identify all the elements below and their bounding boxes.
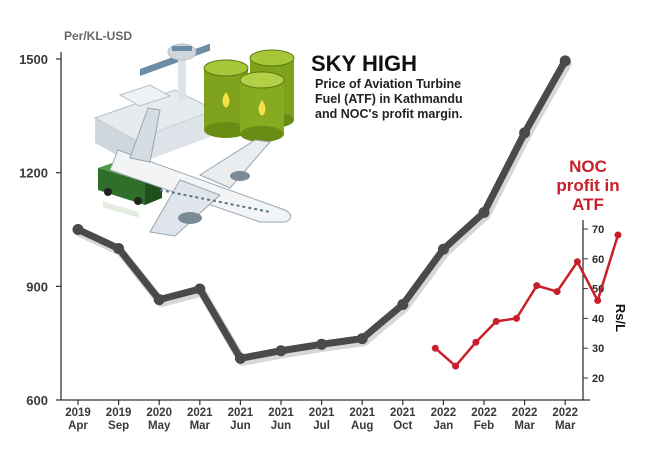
price-point xyxy=(194,283,206,295)
x-tick-year: 2022 xyxy=(471,407,497,419)
price-point xyxy=(559,55,571,67)
aviation-illustration-icon xyxy=(93,43,295,237)
x-tick-month: Jul xyxy=(313,420,330,432)
x-tick-year: 2021 xyxy=(349,407,375,419)
price-point xyxy=(437,243,449,255)
x-tick-month: Mar xyxy=(555,420,576,432)
noc-profit-point xyxy=(553,288,561,296)
price-series xyxy=(72,55,572,366)
x-tick-month: Mar xyxy=(190,420,211,432)
secondary-tick-label: 60 xyxy=(592,254,604,266)
x-tick-month: Jun xyxy=(271,420,291,432)
x-tick-year: 2020 xyxy=(146,407,172,419)
secondary-tick-label: 30 xyxy=(592,343,604,355)
noc-profit-point xyxy=(614,231,622,239)
x-tick-year: 2022 xyxy=(512,407,538,419)
price-point xyxy=(153,294,165,306)
x-tick-year: 2019 xyxy=(106,407,132,419)
secondary-tick-label: 40 xyxy=(592,313,604,325)
noc-profit-point xyxy=(492,317,500,325)
fuel-barrels-icon xyxy=(203,49,295,142)
x-tick-month: Aug xyxy=(351,420,373,432)
x-tick-month: Mar xyxy=(514,420,535,432)
x-tick-year: 2022 xyxy=(552,407,578,419)
x-tick-month: Oct xyxy=(393,420,412,432)
secondary-axis-label: Rs/L xyxy=(613,304,628,332)
price-point xyxy=(316,338,328,350)
noc-profit-point xyxy=(512,314,520,322)
x-tick-year: 2021 xyxy=(309,407,335,419)
noc-annotation-line-1: NOC xyxy=(569,157,607,176)
x-tick-month: Sep xyxy=(108,420,129,432)
noc-profit-point xyxy=(472,338,480,346)
price-point xyxy=(275,345,287,357)
price-point xyxy=(478,206,490,218)
noc-annotation-line-2: profit in xyxy=(556,176,619,195)
price-point xyxy=(72,224,84,235)
noc-profit-point xyxy=(594,297,602,305)
y-tick-label: 1500 xyxy=(19,52,48,67)
price-point xyxy=(397,299,409,311)
x-tick-year: 2021 xyxy=(268,407,294,419)
x-tick-year: 2021 xyxy=(390,407,416,419)
price-point xyxy=(113,242,125,254)
x-tick-labels: 2019Apr2019Sep2020May2021Mar2021Jun2021J… xyxy=(65,400,578,432)
noc-profit-point xyxy=(573,258,581,266)
x-tick-year: 2021 xyxy=(187,407,213,419)
chart-subtitle-line-3: and NOC's profit margin. xyxy=(315,107,462,121)
chart-subtitle-line-1: Price of Aviation Turbine xyxy=(315,77,461,91)
x-tick-year: 2022 xyxy=(431,407,457,419)
x-tick-year: 2021 xyxy=(228,407,254,419)
x-tick-month: Apr xyxy=(68,420,88,432)
secondary-tick-label: 70 xyxy=(592,224,604,236)
chart-subtitle-line-2: Fuel (ATF) in Kathmandu xyxy=(315,92,463,106)
noc-profit-point xyxy=(452,362,460,370)
y-tick-label: 1200 xyxy=(19,166,48,181)
noc-profit-point xyxy=(431,344,439,352)
price-point xyxy=(356,333,368,345)
airport-terminal-icon xyxy=(93,43,217,165)
noc-profit-point xyxy=(533,282,541,290)
secondary-tick-label: 20 xyxy=(592,373,604,385)
noc-annotation-line-3: ATF xyxy=(572,195,604,214)
chart-title: SKY HIGH xyxy=(311,51,417,76)
noc-series xyxy=(431,231,622,370)
x-tick-year: 2019 xyxy=(65,407,91,419)
y-axis-label: Per/KL-USD xyxy=(64,29,132,43)
x-tick-month: Feb xyxy=(474,420,494,432)
x-tick-month: Jan xyxy=(433,420,453,432)
x-tick-month: May xyxy=(148,420,171,432)
price-point xyxy=(519,127,531,139)
price-point xyxy=(234,352,246,364)
x-tick-month: Jun xyxy=(230,420,250,432)
y-tick-label: 900 xyxy=(26,279,48,294)
y-tick-label: 600 xyxy=(26,393,48,408)
airplane-icon xyxy=(109,107,292,237)
y-tick-labels: 600 900 1200 1500 xyxy=(19,52,61,408)
noc-profit-line xyxy=(434,234,620,368)
